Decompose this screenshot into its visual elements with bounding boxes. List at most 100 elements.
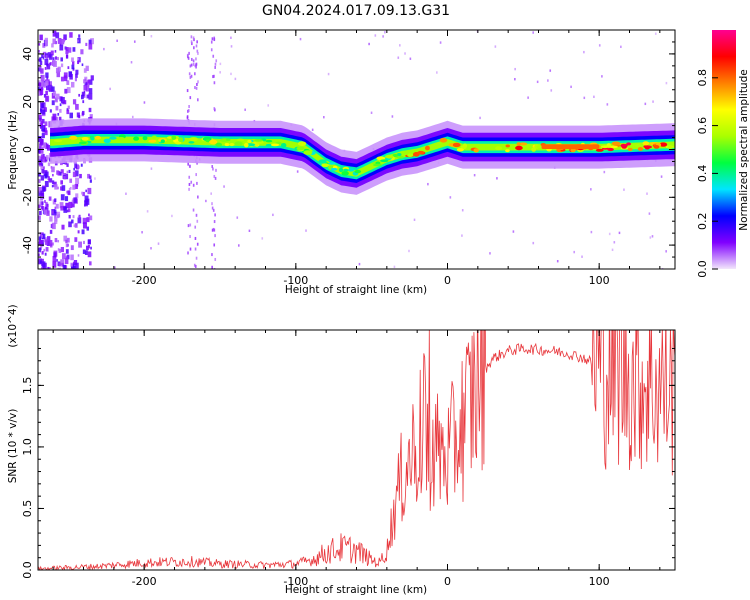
- ridge-peak: [328, 162, 336, 165]
- ridge-peak: [209, 139, 218, 145]
- noise-speck: [51, 222, 56, 230]
- noise-speck: [67, 105, 70, 110]
- noise-speck: [88, 213, 90, 217]
- noise-speck: [190, 63, 193, 67]
- noise-speck: [74, 262, 79, 269]
- x-tick-label: 0: [444, 575, 451, 588]
- noise-speck: [192, 59, 195, 63]
- noise-speck: [47, 266, 50, 269]
- noise-speck: [570, 85, 572, 89]
- noise-speck: [195, 62, 198, 66]
- noise-speck: [51, 100, 55, 106]
- ridge-peak: [94, 135, 102, 140]
- noise-speck: [77, 57, 80, 61]
- ridge-peak: [627, 147, 633, 152]
- noise-speck: [213, 36, 216, 40]
- ridge-peak: [69, 135, 78, 140]
- noise-speck: [73, 167, 75, 171]
- noise-speck: [74, 237, 78, 242]
- ridge-peak: [142, 136, 148, 141]
- noise-speck: [64, 173, 69, 180]
- noise-speck: [189, 64, 192, 68]
- noise-speck: [55, 32, 60, 39]
- noise-speck: [49, 229, 53, 234]
- noise-speck: [89, 79, 93, 85]
- y-tick-label: -20: [21, 188, 34, 206]
- noise-speck: [38, 151, 41, 154]
- noise-speck: [38, 80, 41, 84]
- noise-speck: [54, 211, 58, 216]
- noise-speck: [83, 68, 87, 73]
- ridge-peak: [224, 142, 230, 147]
- colorbar-gradient: [712, 30, 736, 269]
- noise-speck: [78, 93, 81, 97]
- noise-speck: [88, 43, 93, 50]
- ridge-peak: [117, 137, 125, 141]
- noise-speck: [60, 180, 63, 185]
- noise-speck: [61, 253, 66, 260]
- colorbar: 0.0 0.2 0.4 0.6 0.8 Normalized spectral ampl…: [696, 30, 750, 278]
- spectrogram-xlabel: Height of straight line (km): [285, 284, 427, 296]
- ridge-peak: [407, 153, 414, 157]
- ridge-peak: [595, 148, 604, 152]
- noise-speck: [57, 186, 59, 190]
- noise-speck: [214, 213, 216, 217]
- noise-speck: [436, 71, 438, 74]
- noise-speck: [590, 230, 593, 234]
- ridge-peak: [659, 142, 668, 147]
- y-tick-label: 40: [21, 47, 34, 61]
- noise-speck: [214, 234, 216, 238]
- noise-speck: [189, 247, 192, 251]
- noise-speck: [71, 57, 74, 62]
- noise-speck: [305, 229, 307, 232]
- noise-speck: [41, 133, 45, 139]
- noise-speck: [46, 203, 49, 208]
- noise-speck: [41, 103, 45, 109]
- noise-speck: [66, 87, 71, 94]
- noise-speck: [408, 249, 410, 253]
- noise-speck: [65, 49, 69, 55]
- noise-speck: [60, 194, 65, 201]
- noise-speck: [193, 38, 195, 42]
- ridge-peak: [653, 144, 660, 149]
- noise-speck: [38, 253, 40, 257]
- noise-speck: [598, 44, 601, 47]
- noise-speck: [623, 188, 625, 191]
- noise-speck: [38, 89, 41, 93]
- noise-speck: [60, 246, 65, 253]
- noise-speck: [211, 165, 214, 169]
- noise-speck: [195, 57, 197, 61]
- noise-speck: [64, 258, 69, 265]
- noise-speck: [46, 210, 50, 216]
- noise-speck: [38, 191, 42, 197]
- noise-speck: [141, 231, 143, 234]
- noise-speck: [130, 61, 133, 64]
- noise-speck: [583, 96, 586, 100]
- ridge-peak: [424, 145, 430, 151]
- noise-speck: [71, 199, 75, 204]
- ridge-peak: [234, 141, 243, 146]
- noise-speck: [244, 108, 246, 111]
- noise-speck: [81, 191, 83, 195]
- noise-speck: [54, 56, 58, 60]
- y-tick-label: 0.0: [21, 561, 34, 579]
- noise-speck: [648, 212, 651, 215]
- noise-speck: [186, 116, 189, 120]
- ridge-peak: [90, 136, 95, 141]
- noise-speck: [85, 65, 89, 72]
- noise-speck: [54, 198, 57, 202]
- noise-speck: [41, 267, 45, 269]
- noise-speck: [44, 121, 48, 126]
- noise-speck: [44, 239, 49, 245]
- noise-speck: [71, 202, 75, 208]
- ridge-peak: [343, 168, 349, 172]
- noise-speck: [65, 249, 69, 254]
- noise-speck: [187, 162, 189, 166]
- noise-speck: [89, 179, 92, 183]
- noise-speck: [188, 72, 191, 76]
- noise-speck: [473, 173, 476, 177]
- snr-ylabel: SNR (10 * v/v): [7, 409, 19, 484]
- noise-speck: [187, 109, 190, 113]
- noise-speck: [213, 81, 216, 85]
- noise-speck: [527, 96, 529, 99]
